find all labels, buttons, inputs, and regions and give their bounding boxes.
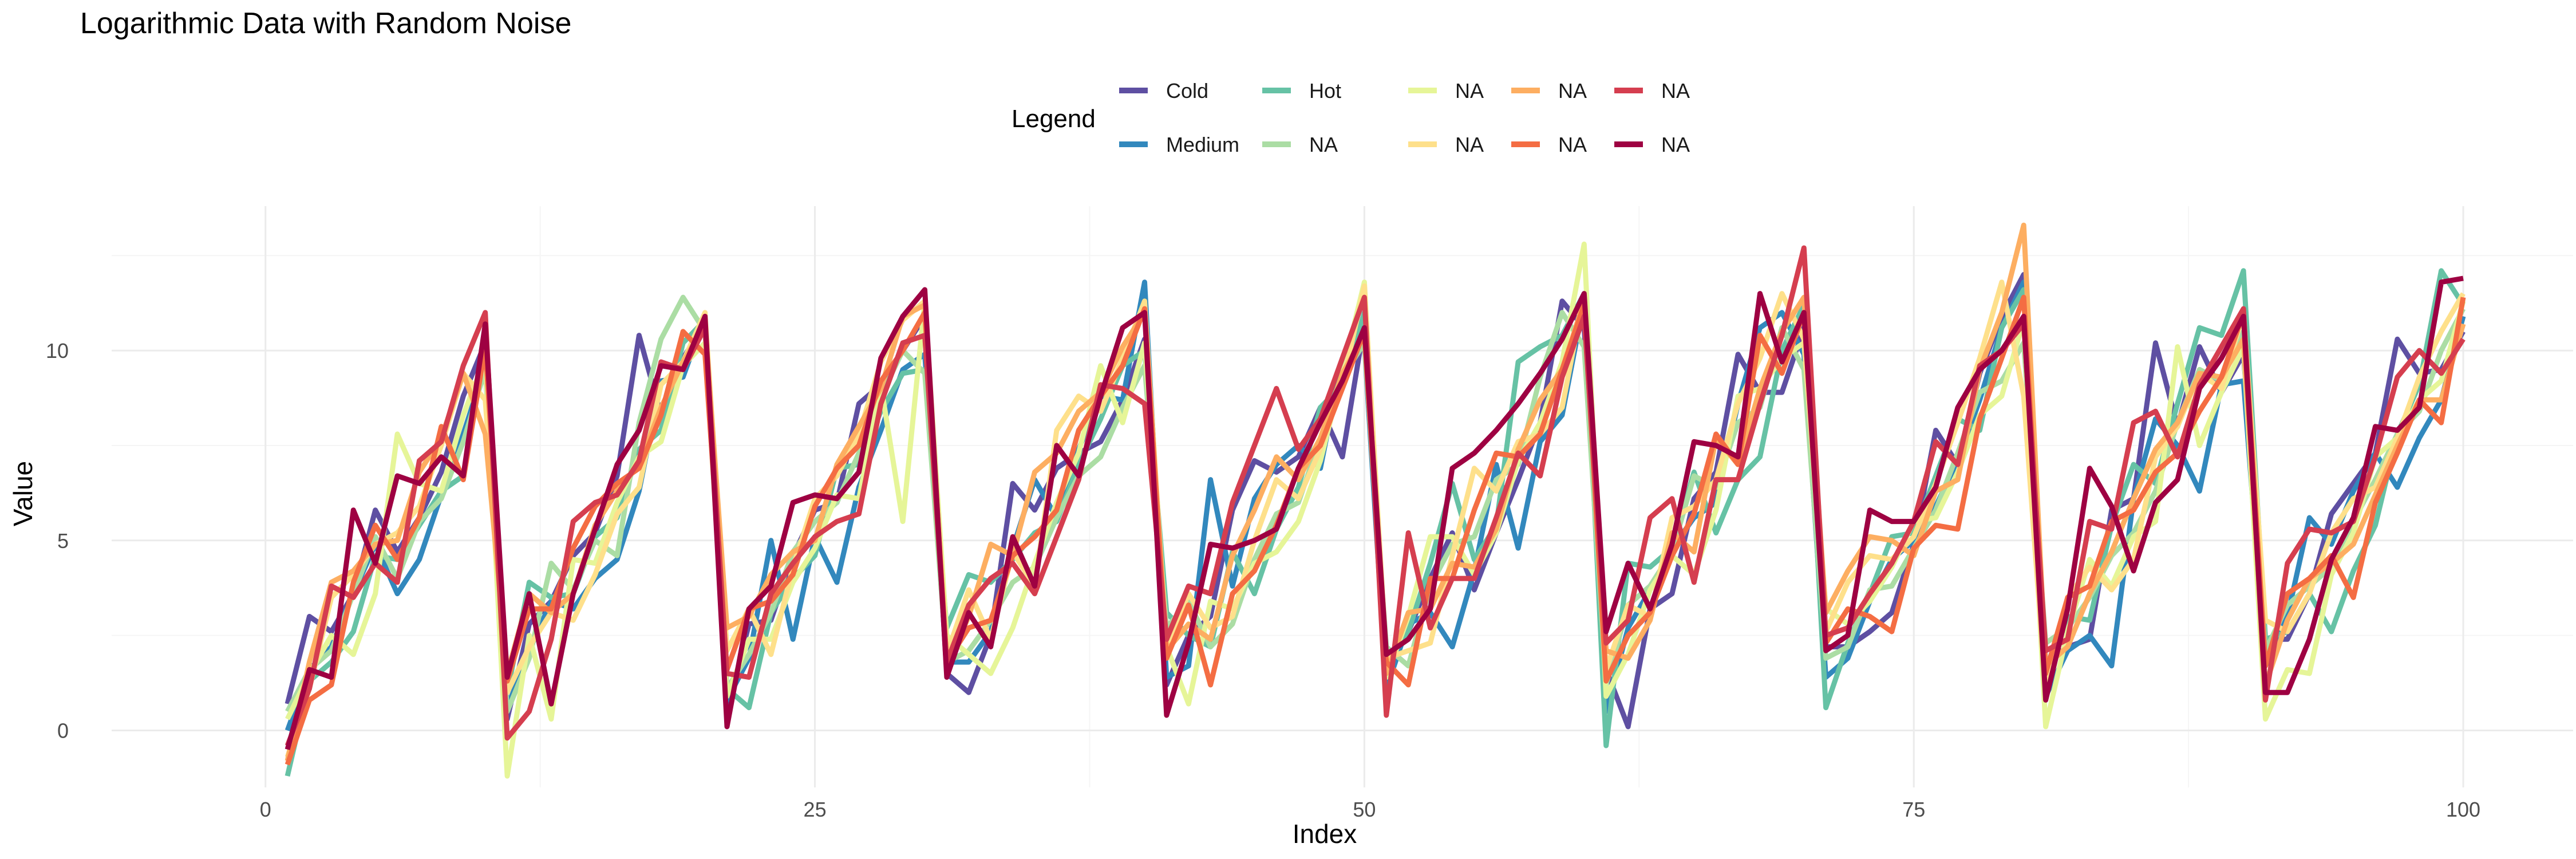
legend-title: Legend [1012,105,1096,133]
legend-label-3: Hot [1309,79,1341,103]
legend-label-10: NA [1661,133,1690,156]
legend-label-1: Cold [1166,79,1208,103]
x-tick-label: 100 [2446,798,2480,821]
major-gridlines [112,206,2573,787]
x-tick-label: 75 [1902,798,1925,821]
legend-label-6: NA [1455,133,1484,156]
legend-entries: Cold Medium Hot NA NA NA NA NA NA NA [1119,79,1690,156]
legend-label-4: NA [1309,133,1338,156]
chart-title: Logarithmic Data with Random Noise [80,7,571,40]
legend: Legend Cold Medium Hot NA NA NA NA NA NA NA [1012,79,1690,156]
legend-label-2: Medium [1166,133,1239,156]
series-layer [285,222,2466,779]
x-axis-title: Index [1293,819,1357,849]
y-axis-ticks: 0 5 10 [46,339,69,742]
series-line-10 [285,275,2464,750]
legend-label-7: NA [1558,79,1587,103]
x-tick-label: 0 [260,798,271,821]
x-axis-ticks: 0 25 50 75 100 [260,798,2480,821]
legend-label-9: NA [1661,79,1690,103]
minor-gridlines [112,206,2573,787]
y-tick-label: 5 [57,529,69,553]
legend-label-8: NA [1558,133,1587,156]
plot-area [112,206,2573,787]
x-tick-label: 25 [804,798,827,821]
y-axis-title: Value [8,461,38,526]
x-tick-label: 50 [1353,798,1376,821]
y-tick-label: 10 [46,339,69,362]
y-tick-label: 0 [57,719,69,742]
legend-label-5: NA [1455,79,1484,103]
